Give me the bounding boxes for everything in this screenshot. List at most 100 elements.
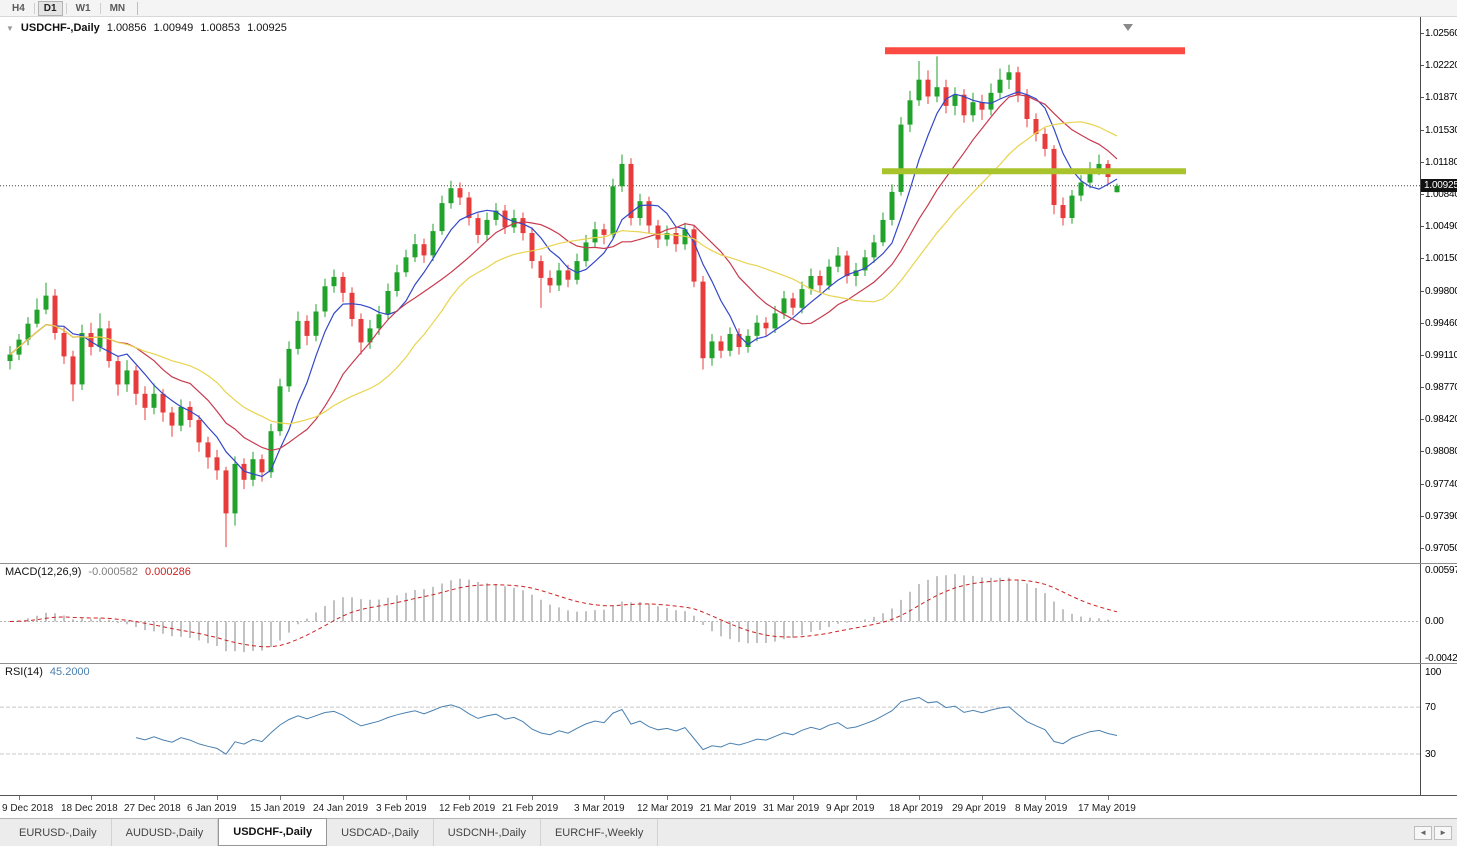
price-tick-label: 1.01180: [1425, 156, 1457, 168]
macd-label: MACD(12,26,9) -0.000582 0.000286: [5, 566, 191, 578]
price-tick-label: 0.98770: [1425, 382, 1457, 394]
macd-signal-line: [9, 579, 1118, 648]
chart-shift-marker-icon[interactable]: [1123, 24, 1133, 31]
period-button-mn[interactable]: MN: [109, 2, 126, 14]
price-tickmark: [1421, 97, 1424, 99]
time-tick-label: 24 Jan 2019: [313, 803, 369, 814]
time-tick-label: 12 Mar 2019: [637, 803, 694, 814]
macd-chart-canvas[interactable]: [0, 563, 1420, 663]
time-tick-label: 3 Mar 2019: [574, 803, 625, 814]
ma-fast-line: [9, 91, 1118, 478]
chart-tabs-bar: EURUSD-,Daily AUDUSD-,Daily USDCHF-,Daily U…: [0, 818, 1457, 846]
price-panel[interactable]: ▼ USDCHF-,Daily 1.00856 1.00949 1.00853 …: [0, 17, 1420, 563]
toolbar-separator: [137, 1, 139, 15]
price-tickmark: [1421, 387, 1424, 389]
price-tickmark: [1421, 161, 1424, 163]
time-tick-label: 29 Apr 2019: [952, 803, 1006, 814]
one-click-trading-arrow-icon[interactable]: ▼: [6, 24, 14, 33]
timeframe-toolbar: H4 D1 W1 MN: [0, 0, 1457, 17]
price-tick-label: 1.00490: [1425, 221, 1457, 233]
toolbar-separator: [33, 2, 35, 14]
period-button-d1[interactable]: D1: [37, 0, 63, 16]
ohlc-high-value: 1.00949: [153, 22, 194, 34]
time-tickmark: [667, 796, 668, 800]
chart-symbol-label: USDCHF-,Daily: [20, 22, 100, 34]
price-tickmark: [1421, 354, 1424, 356]
price-tickmark: [1421, 322, 1424, 324]
price-chart-canvas[interactable]: [0, 17, 1420, 563]
rsi-label: RSI(14) 45.2000: [5, 666, 90, 678]
price-tickmark: [1421, 193, 1424, 195]
price-tick-label: 1.00840: [1425, 188, 1457, 200]
panel-splitter-macd[interactable]: [0, 563, 1457, 564]
time-tickmark: [604, 796, 605, 800]
rsi-tick-label: 100: [1425, 667, 1442, 678]
ohlc-low-value: 1.00853: [200, 22, 241, 34]
rsi-panel[interactable]: RSI(14) 45.2000: [0, 663, 1420, 795]
time-tickmark: [1108, 796, 1109, 800]
price-tickmark: [1421, 33, 1424, 34]
time-tickmark: [469, 796, 470, 800]
ohlc-close-value: 1.00925: [247, 22, 287, 34]
time-tick-label: 31 Mar 2019: [763, 803, 820, 814]
chart-tab-usdcad-daily[interactable]: USDCAD-,Daily: [327, 819, 434, 846]
macd-histogram: [18, 574, 1118, 653]
macd-tick-label: 0.00: [1425, 616, 1444, 628]
price-tickmark: [1421, 419, 1424, 421]
time-tick-label: 27 Dec 2018: [124, 803, 181, 814]
time-tickmark: [154, 796, 155, 800]
time-tick-label: 9 Dec 2018: [2, 803, 54, 814]
price-tickmark: [1421, 290, 1424, 292]
chart-tab-audusd-daily[interactable]: AUDUSD-,Daily: [112, 819, 219, 846]
ma-slow-line: [9, 121, 1118, 425]
chart-title: ▼ USDCHF-,Daily 1.00856 1.00949 1.00853 …: [6, 22, 287, 34]
tabs-scroller: ◄ ►: [1414, 819, 1457, 846]
price-tick-label: 0.98420: [1425, 414, 1457, 426]
price-tick-label: 1.02220: [1425, 60, 1457, 72]
price-tickmark: [1421, 65, 1424, 67]
time-tick-label: 21 Mar 2019: [700, 803, 757, 814]
price-tick-label: 1.01870: [1425, 92, 1457, 104]
current-price-badge: 1.00925: [1421, 179, 1457, 192]
time-tick-label: 8 May 2019: [1015, 803, 1068, 814]
time-tick-label: 12 Feb 2019: [439, 803, 496, 814]
time-tickmark: [793, 796, 794, 800]
price-axis[interactable]: 1.00925 1.02560 1.02220 1.01870 1.01530 1.01…: [1420, 17, 1457, 795]
period-button-h4[interactable]: H4: [12, 2, 25, 14]
price-tick-label: 0.98080: [1425, 446, 1457, 458]
period-button-w1[interactable]: W1: [75, 2, 91, 14]
rsi-tick-label: 30: [1425, 749, 1436, 760]
time-tickmark: [280, 796, 281, 800]
rsi-chart-canvas[interactable]: [0, 663, 1420, 795]
macd-panel[interactable]: MACD(12,26,9) -0.000582 0.000286: [0, 563, 1420, 663]
chart-tab-eurusd-daily[interactable]: EURUSD-,Daily: [5, 819, 112, 846]
ma-mid-line: [9, 94, 1118, 452]
time-tick-label: 3 Feb 2019: [376, 803, 427, 814]
time-tickmark: [919, 796, 920, 800]
rsi-line: [135, 696, 1118, 755]
rsi-tick-label: 70: [1425, 702, 1436, 714]
price-tick-label: 0.99110: [1425, 349, 1457, 361]
time-axis-separator: [0, 795, 1457, 796]
macd-name: MACD(12,26,9): [5, 566, 82, 578]
price-tick-label: 0.97740: [1425, 478, 1457, 490]
price-tick-label: 0.97390: [1425, 510, 1457, 522]
rsi-name: RSI(14): [5, 666, 43, 678]
time-tick-label: 18 Apr 2019: [889, 803, 943, 814]
time-tickmark: [91, 796, 92, 800]
panel-splitter-rsi[interactable]: [0, 663, 1457, 664]
chart-tab-eurchf-weekly[interactable]: EURCHF-,Weekly: [541, 819, 659, 846]
tabs-scroll-right-button[interactable]: ►: [1434, 825, 1452, 840]
chart-tab-usdchf-daily[interactable]: USDCHF-,Daily: [218, 818, 328, 846]
price-tickmark: [1421, 483, 1424, 485]
time-tickmark: [406, 796, 407, 800]
chart-tab-usdcnh-daily[interactable]: USDCNH-,Daily: [434, 819, 541, 846]
time-tickmark: [19, 796, 20, 800]
time-axis[interactable]: 9 Dec 2018 18 Dec 2018 27 Dec 2018 6 Jan 20…: [0, 796, 1457, 818]
tabs-scroll-left-button[interactable]: ◄: [1414, 825, 1433, 840]
price-tick-label: 0.99460: [1425, 317, 1457, 329]
time-tick-label: 15 Jan 2019: [250, 803, 306, 814]
time-tick-label: 9 Apr 2019: [826, 803, 875, 814]
time-tickmark: [343, 796, 344, 800]
